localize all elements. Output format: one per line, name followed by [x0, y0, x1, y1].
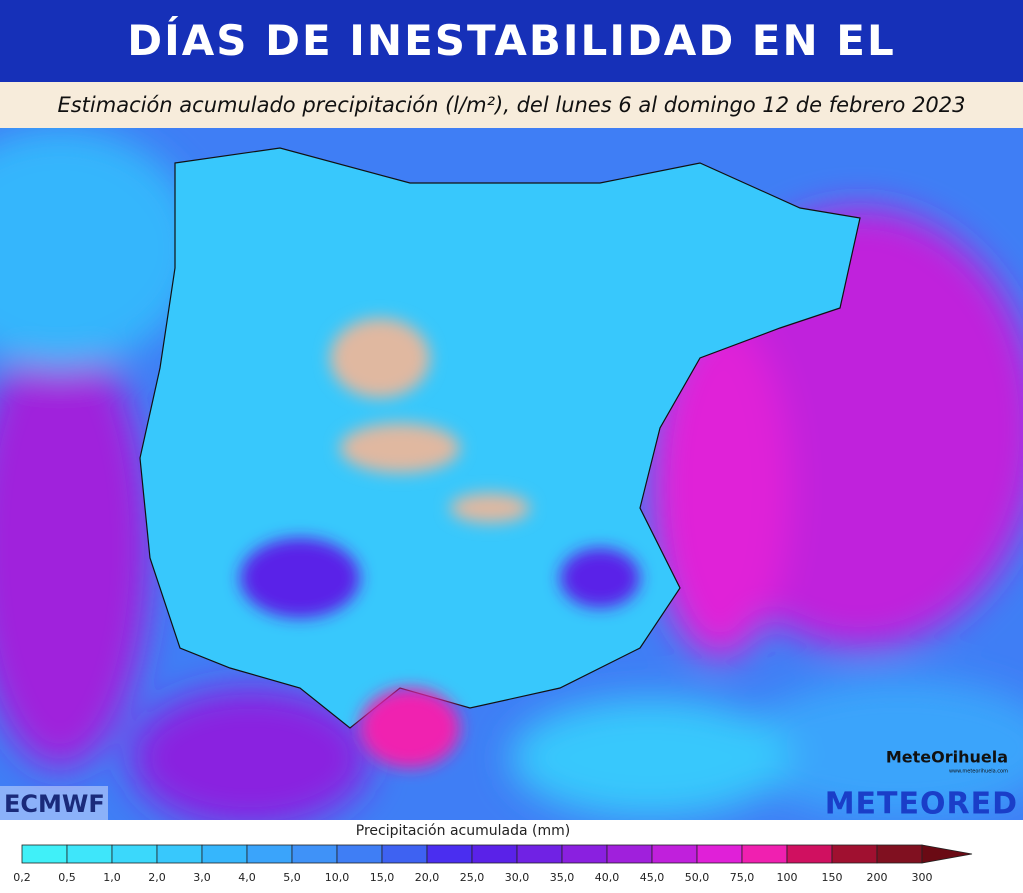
title: DÍAS DE INESTABILIDAD EN EL MEDITERRÁNEO [0, 0, 1023, 147]
legend-swatch [876, 844, 923, 864]
source-logo: ECMWF [4, 790, 105, 818]
legend-label: 150 [822, 871, 843, 884]
legend-label: 50,0 [685, 871, 710, 884]
legend-swatch [651, 844, 698, 864]
legend-swatch [291, 844, 338, 864]
legend-label: 200 [867, 871, 888, 884]
legend-label: 20,0 [415, 871, 440, 884]
partner-url: www.meteorihuela.com [949, 769, 1008, 775]
legend-swatch [471, 844, 518, 864]
legend-label: 40,0 [595, 871, 620, 884]
legend-swatch [201, 844, 248, 864]
legend-title: Precipitación acumulada (mm) [356, 823, 570, 839]
legend-label: 100 [777, 871, 798, 884]
subtitle: Estimación acumulado precipitación (l/m²… [0, 82, 1023, 128]
legend-swatch [246, 844, 293, 864]
map: ECMWF METEORED MeteOrihuela www.meteorih… [0, 128, 1023, 820]
legend-swatch [561, 844, 608, 864]
legend-label: 75,0 [730, 871, 755, 884]
legend-label: 2,0 [148, 871, 166, 884]
legend-label: 1,0 [103, 871, 121, 884]
legend-swatch [831, 844, 878, 864]
legend-swatch [606, 844, 653, 864]
legend-swatch [381, 844, 428, 864]
legend-swatch [786, 844, 833, 864]
legend-label: 3,0 [193, 871, 211, 884]
partner-logo: MeteOrihuela [886, 748, 1008, 767]
legend-swatch [336, 844, 383, 864]
legend-label: 45,0 [640, 871, 665, 884]
legend-label: 35,0 [550, 871, 575, 884]
legend-swatch [696, 844, 743, 864]
legend-swatch [66, 844, 113, 864]
legend-swatch [516, 844, 563, 864]
legend-swatch [156, 844, 203, 864]
legend-swatch [741, 844, 788, 864]
legend-label: 30,0 [505, 871, 530, 884]
legend-label: 25,0 [460, 871, 485, 884]
legend-swatch [426, 844, 473, 864]
legend-label: 5,0 [283, 871, 301, 884]
legend-label: 10,0 [325, 871, 350, 884]
legend-swatch [111, 844, 158, 864]
legend-label: 0,2 [13, 871, 31, 884]
legend-arrow [921, 844, 973, 864]
legend-label: 4,0 [238, 871, 256, 884]
legend-swatch [21, 844, 68, 864]
legend-label: 0,5 [58, 871, 76, 884]
legend-label: 300 [912, 871, 933, 884]
legend-label: 15,0 [370, 871, 395, 884]
brand-logo: METEORED [825, 787, 1018, 821]
legend: Precipitación acumulada (mm) 0,2 0,5 1,0 2,… [13, 823, 973, 884]
